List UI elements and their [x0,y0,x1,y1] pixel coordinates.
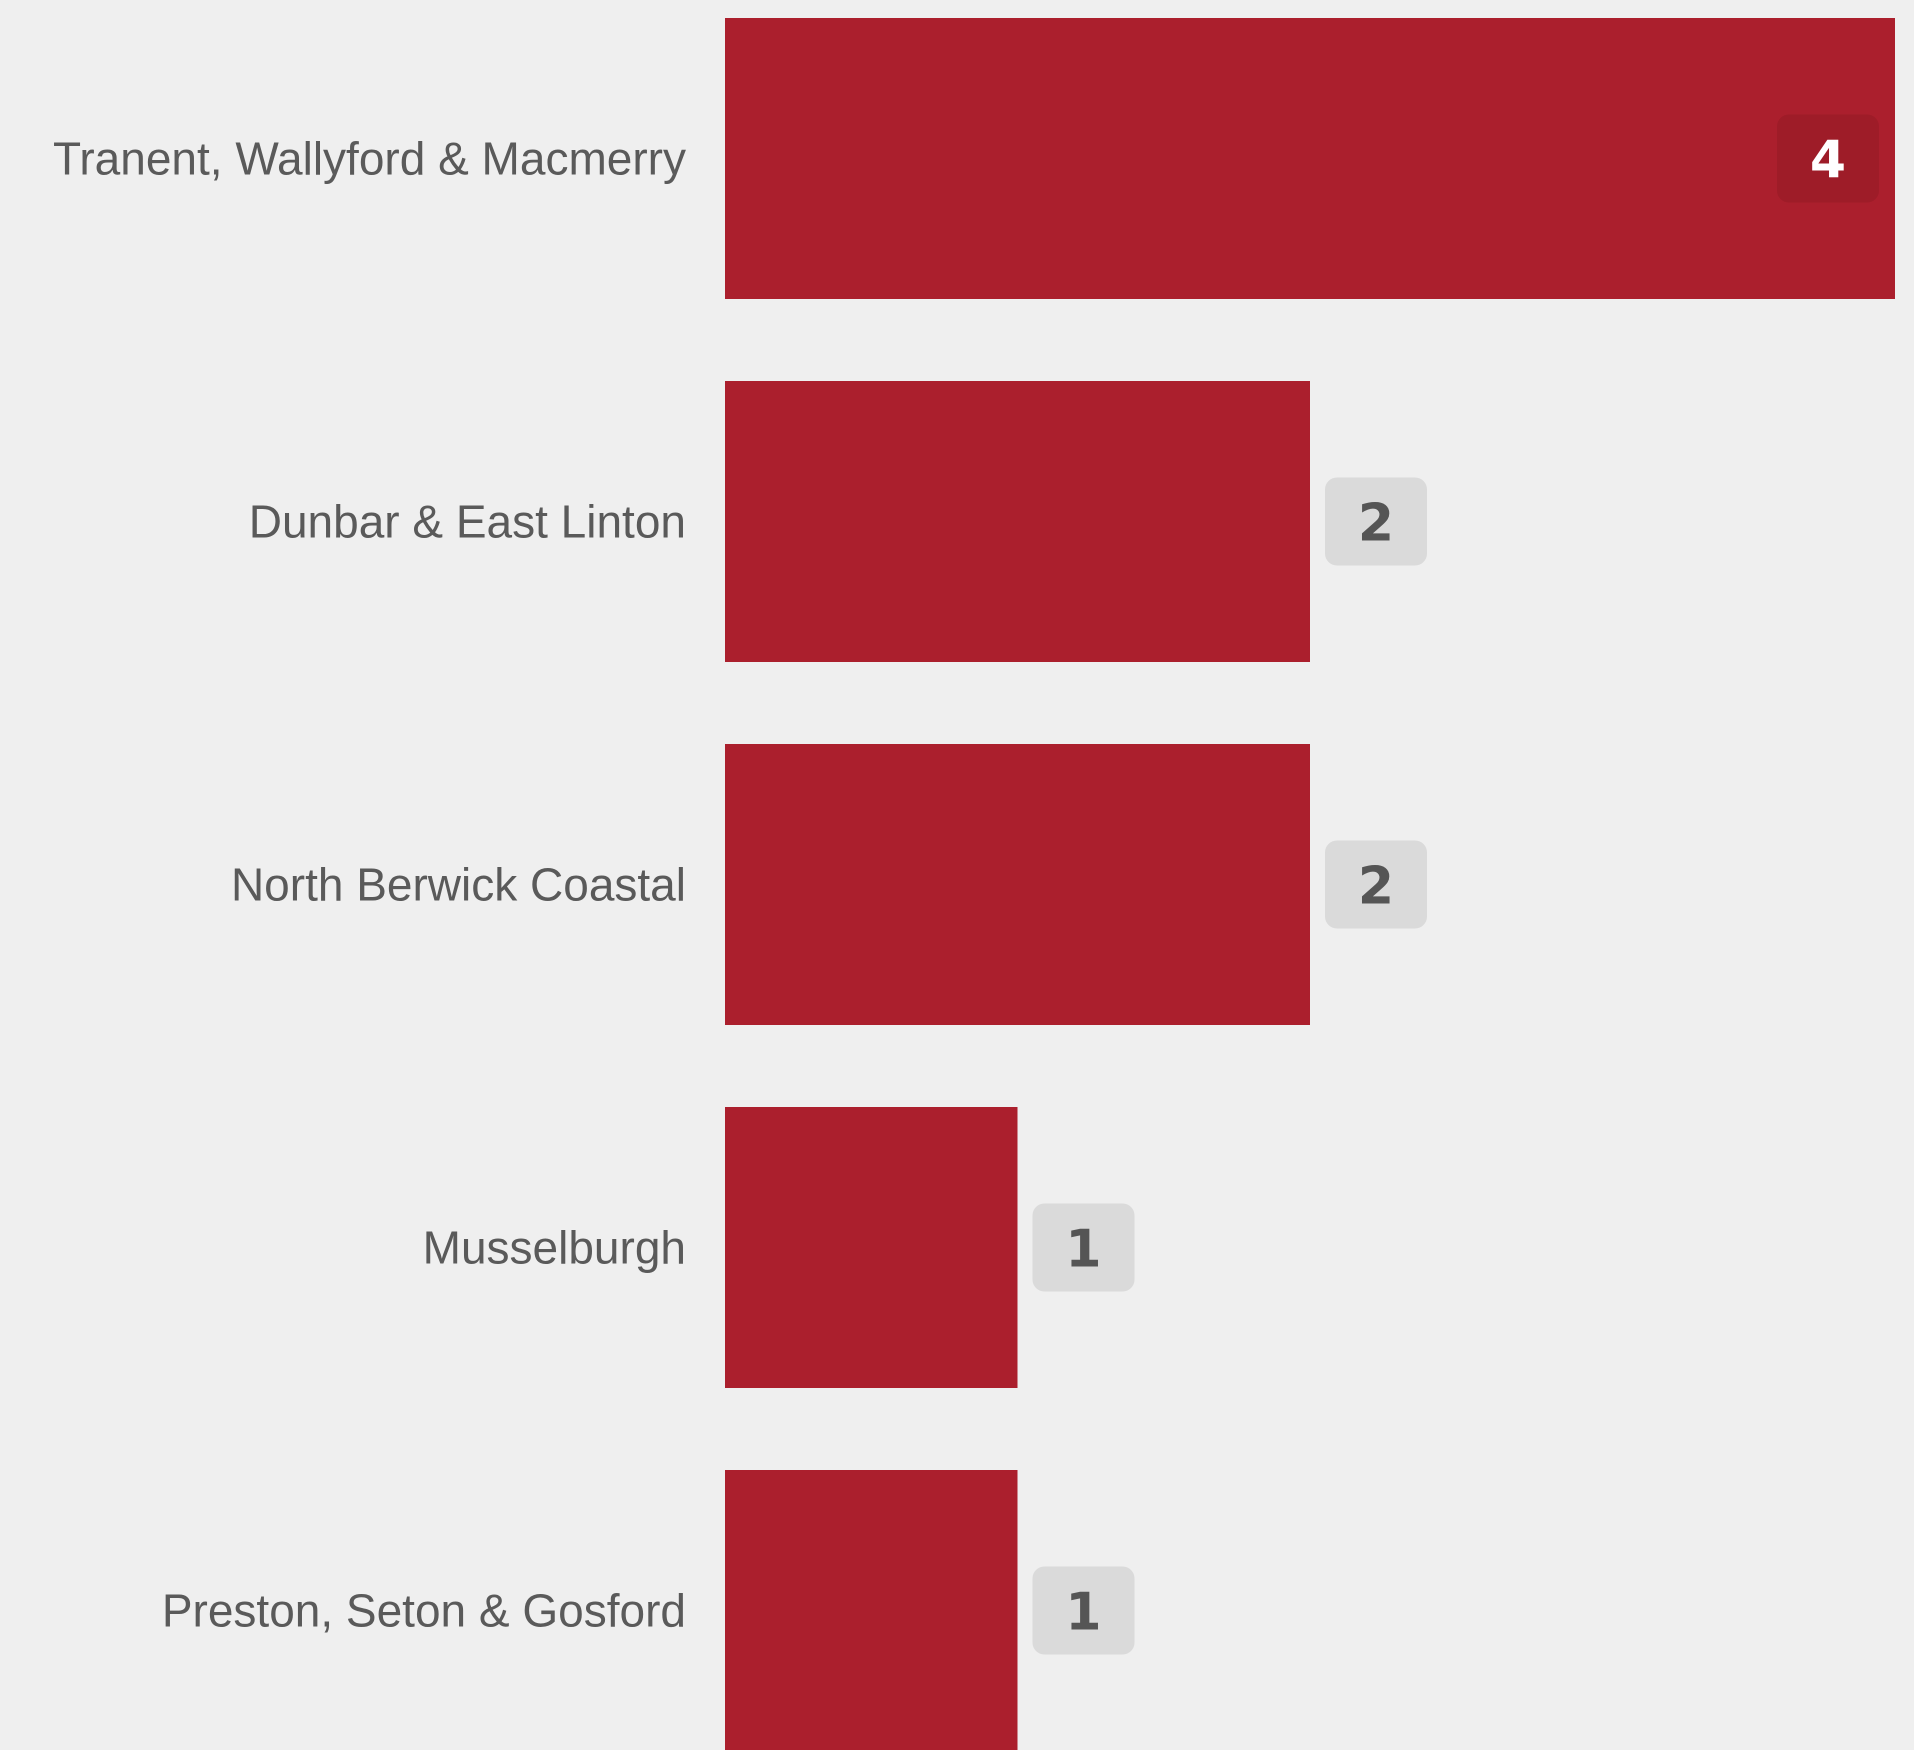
bar [725,1470,1018,1750]
value-badge-background [1032,1203,1135,1292]
value-badge-background [1325,477,1427,566]
category-label: Musselburgh [423,1222,686,1274]
value-badge: 1 [1032,1566,1135,1655]
value-badge: 2 [1325,477,1427,566]
value-badge-background [1777,114,1879,203]
value-badge-background [1032,1566,1135,1655]
value-badge-background [1325,840,1427,929]
bar [725,1107,1018,1388]
value-labels: 4 2 2 1 1 [1032,114,1879,1655]
value-label: 1 [1065,1220,1101,1280]
bars [725,18,1895,1750]
value-label: 1 [1065,1583,1101,1643]
value-label: 2 [1358,857,1394,917]
bar [725,381,1310,662]
category-label: Dunbar & East Linton [249,496,686,548]
value-label: 4 [1810,131,1846,191]
bar [725,18,1895,299]
value-badge: 2 [1325,840,1427,929]
category-label: North Berwick Coastal [231,859,686,911]
category-label: Preston, Seton & Gosford [162,1585,686,1637]
value-badge: 1 [1032,1203,1135,1292]
value-badge: 4 [1777,114,1879,203]
bar [725,744,1310,1025]
value-label: 2 [1358,494,1394,554]
category-label: Tranent, Wallyford & Macmerry [53,133,686,185]
category-labels: Tranent, Wallyford & Macmerry Dunbar & Ea… [53,133,686,1637]
